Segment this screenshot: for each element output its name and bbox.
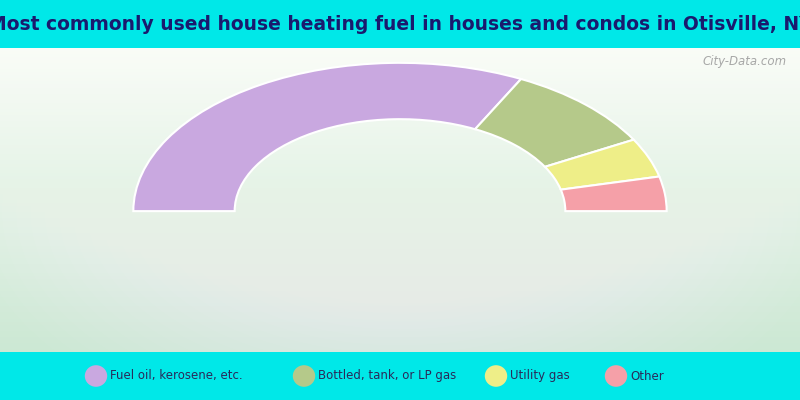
Ellipse shape bbox=[605, 365, 627, 387]
Ellipse shape bbox=[85, 365, 107, 387]
Wedge shape bbox=[561, 176, 666, 211]
Wedge shape bbox=[475, 79, 634, 167]
Text: Fuel oil, kerosene, etc.: Fuel oil, kerosene, etc. bbox=[110, 370, 243, 382]
Text: Utility gas: Utility gas bbox=[510, 370, 570, 382]
Text: Bottled, tank, or LP gas: Bottled, tank, or LP gas bbox=[318, 370, 457, 382]
Text: Other: Other bbox=[630, 370, 664, 382]
Text: City-Data.com: City-Data.com bbox=[702, 56, 786, 68]
Text: Most commonly used house heating fuel in houses and condos in Otisville, NY: Most commonly used house heating fuel in… bbox=[0, 14, 800, 34]
Wedge shape bbox=[545, 140, 659, 190]
Ellipse shape bbox=[485, 365, 507, 387]
Wedge shape bbox=[134, 63, 521, 211]
Ellipse shape bbox=[293, 365, 315, 387]
